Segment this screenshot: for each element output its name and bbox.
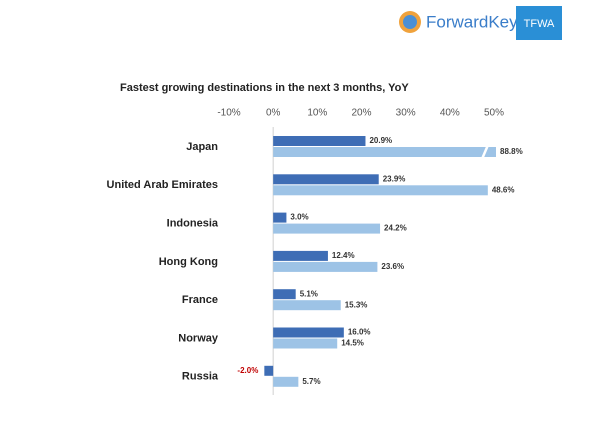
bar <box>273 300 341 311</box>
value-label: 5.7% <box>302 377 320 386</box>
forwardkeys-logo: ForwardKeys <box>399 11 526 33</box>
category-label: Hong Kong <box>159 256 218 268</box>
value-label: -2.0% <box>237 366 258 375</box>
value-label: 12.4% <box>332 251 355 260</box>
value-label: 5.1% <box>300 289 318 298</box>
category-label: United Arab Emirates <box>107 179 218 191</box>
value-label: 3.0% <box>290 213 308 222</box>
bar <box>273 261 378 272</box>
bar <box>273 289 296 300</box>
bar <box>273 212 287 223</box>
value-label: 20.9% <box>369 136 392 145</box>
axis-break <box>480 144 490 160</box>
x-tick-label: 50% <box>484 108 504 119</box>
bar <box>273 327 344 338</box>
value-label: 23.6% <box>381 262 404 271</box>
bar <box>273 223 381 234</box>
logo-icon <box>403 15 417 29</box>
value-label: 14.5% <box>341 339 364 348</box>
x-tick-label: 10% <box>307 108 327 119</box>
category-label: France <box>182 294 218 306</box>
value-label: 15.3% <box>345 300 368 309</box>
bar <box>273 185 488 196</box>
x-tick-label: 30% <box>396 108 416 119</box>
category-label: Japan <box>186 141 218 153</box>
bar <box>273 376 299 387</box>
bars <box>264 136 496 387</box>
partner-logo <box>516 6 562 40</box>
partner-name: TFWA <box>524 18 555 30</box>
category-label: Norway <box>178 332 219 344</box>
bar <box>273 147 496 157</box>
brand-name: ForwardKeys <box>426 12 526 31</box>
bar <box>273 250 328 261</box>
chart-title: Fastest growing destinations in the next… <box>120 82 409 94</box>
bar <box>273 136 366 146</box>
value-label: 88.8% <box>500 147 523 156</box>
value-label: 48.6% <box>492 185 515 194</box>
value-label: 16.0% <box>348 328 371 337</box>
x-tick-label: 20% <box>351 108 371 119</box>
x-tick-label: 0% <box>266 108 281 119</box>
value-label: 24.2% <box>384 224 407 233</box>
value-label: 23.9% <box>383 174 406 183</box>
x-tick-label: -10% <box>217 108 240 119</box>
bar <box>273 174 379 185</box>
category-label: Indonesia <box>167 218 219 230</box>
bar <box>273 338 338 349</box>
category-label: Russia <box>182 371 219 383</box>
bar <box>264 365 274 376</box>
x-tick-label: 40% <box>440 108 460 119</box>
